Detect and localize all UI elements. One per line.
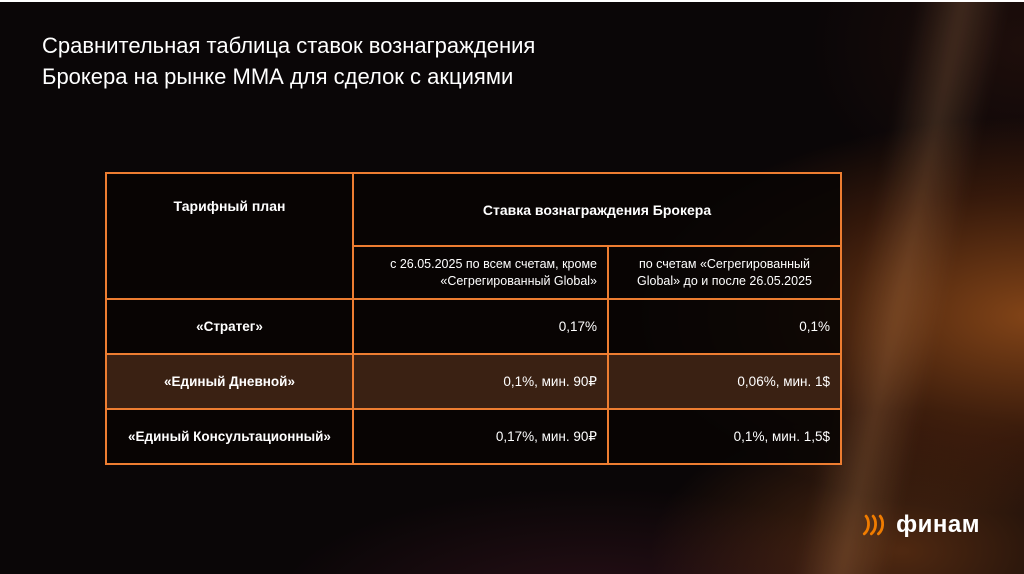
slide-title: Сравнительная таблица ставок вознагражде… bbox=[42, 30, 535, 92]
plan-name: «Единый Консультационный» bbox=[105, 408, 354, 465]
rate-all-accounts: 0,17%, мин. 90₽ bbox=[352, 408, 609, 465]
slide-title-line1: Сравнительная таблица ставок вознагражде… bbox=[42, 33, 536, 58]
finam-logo: финам bbox=[859, 510, 980, 540]
rate-segregated-global: 0,06%, мин. 1$ bbox=[607, 353, 842, 410]
rate-segregated-global: 0,1%, мин. 1,5$ bbox=[607, 408, 842, 465]
broker-rates-table: Тарифный план Ставка вознаграждения Брок… bbox=[105, 172, 842, 465]
slide-title-line2: Брокера на рынке ММА для сделок с акциям… bbox=[42, 64, 514, 89]
table-row: «Единый Консультационный» 0,17%, мин. 90… bbox=[105, 408, 842, 465]
finam-logo-icon bbox=[859, 510, 889, 540]
table-row: «Стратег» 0,17% 0,1% bbox=[105, 298, 842, 355]
table-row: «Единый Дневной» 0,1%, мин. 90₽ 0,06%, м… bbox=[105, 353, 842, 410]
plan-name: «Стратег» bbox=[105, 298, 354, 355]
rate-all-accounts: 0,1%, мин. 90₽ bbox=[352, 353, 609, 410]
slide-top-border bbox=[0, 0, 1024, 2]
subheader-segregated-global: по счетам «Сегрегированный Global» до и … bbox=[607, 245, 842, 300]
finam-logo-text: финам bbox=[896, 511, 980, 538]
header-broker-rate: Ставка вознаграждения Брокера bbox=[352, 172, 842, 247]
subheader-all-accounts: с 26.05.2025 по всем счетам, кроме «Сегр… bbox=[352, 245, 609, 300]
rate-all-accounts: 0,17% bbox=[352, 298, 609, 355]
header-tariff-plan: Тарифный план bbox=[105, 172, 354, 300]
rate-segregated-global: 0,1% bbox=[607, 298, 842, 355]
plan-name: «Единый Дневной» bbox=[105, 353, 354, 410]
